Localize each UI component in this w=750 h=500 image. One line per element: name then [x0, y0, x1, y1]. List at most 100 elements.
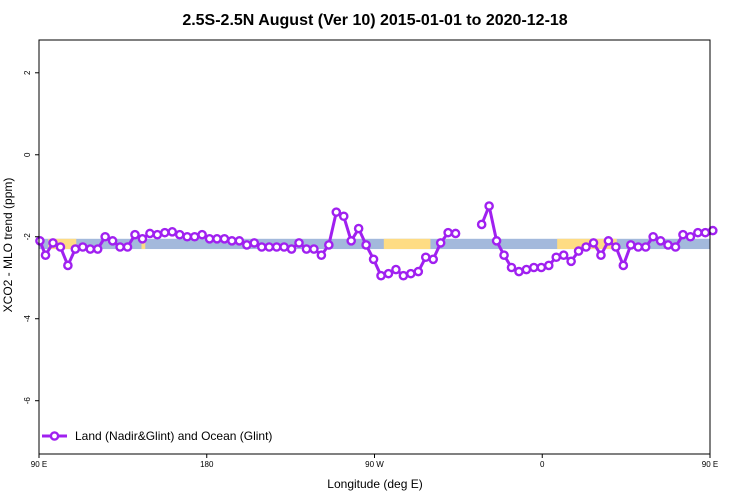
data-point [648, 231, 658, 242]
data-point [633, 242, 644, 252]
data-point [551, 252, 562, 263]
data-point [294, 238, 304, 248]
data-point [122, 242, 133, 252]
data-point [476, 219, 487, 230]
data-point [693, 227, 703, 238]
data-point [48, 238, 58, 248]
data-point [625, 240, 636, 250]
data-point [145, 228, 155, 239]
legend-marker-swatch [49, 431, 60, 441]
data-point [406, 268, 416, 279]
legend: Land (Nadir&Glint) and Ocean (Glint) [42, 429, 272, 443]
data-point [78, 242, 88, 252]
x-tick-label: 90 E [31, 460, 47, 469]
data-point [204, 234, 215, 244]
data-point [189, 231, 200, 242]
data-point [678, 229, 688, 240]
data-point [420, 252, 431, 263]
data-point [286, 244, 297, 254]
data-point [152, 229, 163, 240]
data-point [655, 236, 666, 246]
data-point [174, 229, 185, 240]
data-point [63, 260, 73, 271]
x-tick-label: 0 [540, 460, 545, 469]
data-point [346, 236, 357, 246]
data-point [581, 242, 591, 252]
data-point [640, 242, 651, 252]
data-point [573, 246, 584, 256]
data-point [588, 238, 599, 248]
data-point [603, 236, 614, 246]
y-tick-label: -6 [23, 397, 32, 405]
data-point [182, 231, 192, 242]
data-point [324, 240, 334, 250]
data-point [368, 254, 379, 265]
data-point [160, 227, 170, 238]
data-point [92, 244, 103, 254]
x-tick-label: 90 W [365, 460, 384, 469]
data-point [707, 225, 718, 236]
data-point [506, 262, 517, 273]
data-point [543, 260, 554, 271]
data-point [256, 242, 267, 252]
y-tick-label: -2 [23, 233, 32, 241]
land-band-segment [383, 238, 431, 250]
data-point [309, 244, 319, 254]
data-point [301, 244, 312, 254]
data-point [249, 238, 260, 248]
data-point [596, 250, 606, 260]
data-point [271, 242, 282, 252]
data-point [450, 228, 461, 239]
y-tick-label: 2 [23, 70, 32, 75]
data-point [107, 236, 118, 246]
data-point [670, 242, 681, 252]
y-tick-label: -4 [23, 315, 32, 323]
data-point [219, 234, 230, 244]
data-point [100, 231, 110, 242]
data-point [499, 250, 509, 260]
data-point [413, 266, 424, 277]
data-point [611, 242, 621, 252]
data-point [443, 227, 453, 238]
data-point [35, 236, 45, 246]
data-point [130, 229, 140, 240]
data-point [316, 250, 327, 260]
ocean-band [39, 238, 710, 250]
series-layer [35, 201, 718, 281]
data-point [115, 242, 125, 252]
y-tick-label: 0 [23, 152, 32, 157]
data-point [376, 270, 386, 281]
data-point [529, 262, 539, 273]
data-point [242, 240, 252, 250]
data-point [428, 254, 439, 265]
series-line [480, 204, 714, 274]
data-point [618, 260, 629, 271]
data-point [85, 244, 96, 254]
data-point [212, 234, 222, 244]
data-point [264, 242, 274, 252]
chart-title: 2.5S-2.5N August (Ver 10) 2015-01-01 to … [182, 12, 567, 29]
data-point [55, 242, 66, 252]
data-point [197, 229, 207, 240]
data-point [558, 250, 569, 260]
data-point [279, 242, 289, 252]
data-point [234, 236, 245, 246]
data-point [700, 227, 711, 238]
data-point [70, 244, 81, 254]
data-point [435, 238, 446, 248]
data-point [167, 227, 178, 237]
x-axis: 90 E 180 90 W 0 90 E [31, 454, 718, 469]
data-point [383, 268, 394, 279]
data-point [521, 264, 532, 275]
data-point [491, 236, 502, 246]
data-point [353, 223, 364, 234]
x-axis-label: Longitude (deg E) [327, 477, 422, 491]
data-point [484, 201, 494, 211]
data-point [361, 240, 371, 250]
data-point [391, 264, 401, 275]
y-axis: 2 0 -2 -4 -6 [23, 70, 39, 404]
data-point [536, 262, 547, 273]
legend-label: Land (Nadir&Glint) and Ocean (Glint) [75, 429, 272, 443]
x-tick-label: 90 E [702, 460, 718, 469]
